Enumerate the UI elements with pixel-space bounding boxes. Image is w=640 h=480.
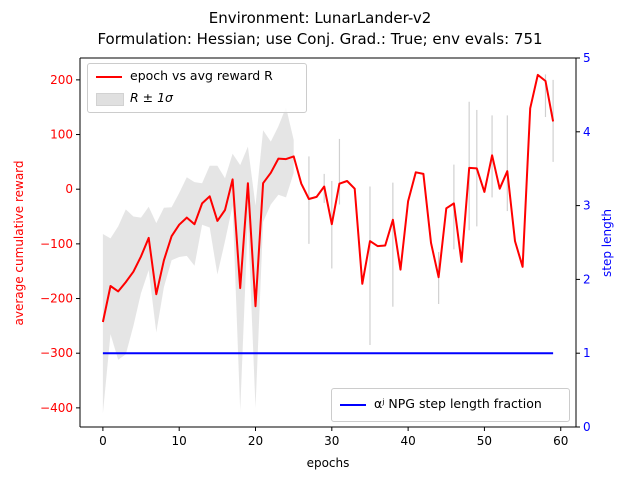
legend-entry-band: R ± 1σ: [88, 90, 304, 108]
x-tick-label-10: 10: [172, 434, 187, 448]
x-tick-label-30: 30: [324, 434, 339, 448]
reward-band-layer: [102, 107, 294, 414]
y-right-tick-label-2: 2: [583, 272, 591, 286]
chart-title-line1: Environment: LunarLander-v2: [208, 9, 432, 27]
error-whisker-layer: [308, 74, 554, 345]
tick-layer: 0 10 20 30 40 50 60 −400 −300 −200 −100 0 100 200 0 1 2 3…: [40, 51, 591, 448]
y-right-tick-label-0: 0: [583, 420, 591, 434]
legend-swatch-red-line: [96, 76, 122, 78]
y-left-tick-label-200: 200: [50, 73, 73, 87]
x-tick-label-20: 20: [248, 434, 263, 448]
x-tick-label-50: 50: [477, 434, 492, 448]
x-tick-label-0: 0: [99, 434, 107, 448]
y-left-tick-label--400: −400: [40, 401, 73, 415]
x-tick-label-60: 60: [553, 434, 568, 448]
y-right-tick-label-1: 1: [583, 346, 591, 360]
y-axis-label-right: step length: [600, 209, 614, 277]
y-right-tick-label-5: 5: [583, 51, 591, 65]
legend-entry-reward-line: epoch vs avg reward R: [88, 68, 304, 86]
legend-label-step-line: αʲ NPG step length fraction: [374, 396, 542, 411]
legend-label-reward-line: epoch vs avg reward R: [130, 68, 273, 83]
legend-label-band: R ± 1σ: [130, 90, 173, 105]
y-left-tick-label--300: −300: [40, 346, 73, 360]
x-tick-label-40: 40: [400, 434, 415, 448]
y-left-tick-label-0: 0: [65, 182, 73, 196]
x-axis-label: epochs: [307, 456, 350, 470]
series-line-layer: [101, 73, 555, 355]
legend-reward: epoch vs avg reward R R ± 1σ: [87, 63, 307, 113]
y-right-tick-label-3: 3: [583, 199, 591, 213]
legend-swatch-gray-band: [96, 93, 124, 106]
axes-layer: [79, 57, 577, 428]
legend-step: αʲ NPG step length fraction: [331, 388, 570, 422]
reward-line: [101, 73, 555, 323]
y-left-tick-label--100: −100: [40, 237, 73, 251]
chart-title-line2: Formulation: Hessian; use Conj. Grad.: T…: [97, 30, 543, 48]
y-right-tick-label-4: 4: [583, 125, 591, 139]
legend-swatch-blue-line: [340, 404, 366, 406]
legend-entry-step-line: αʲ NPG step length fraction: [332, 396, 567, 414]
y-axis-label-left: average cumulative reward: [12, 160, 26, 325]
reward-std-band: [102, 107, 294, 414]
y-left-tick-label--200: −200: [40, 292, 73, 306]
y-left-tick-label-100: 100: [50, 128, 73, 142]
